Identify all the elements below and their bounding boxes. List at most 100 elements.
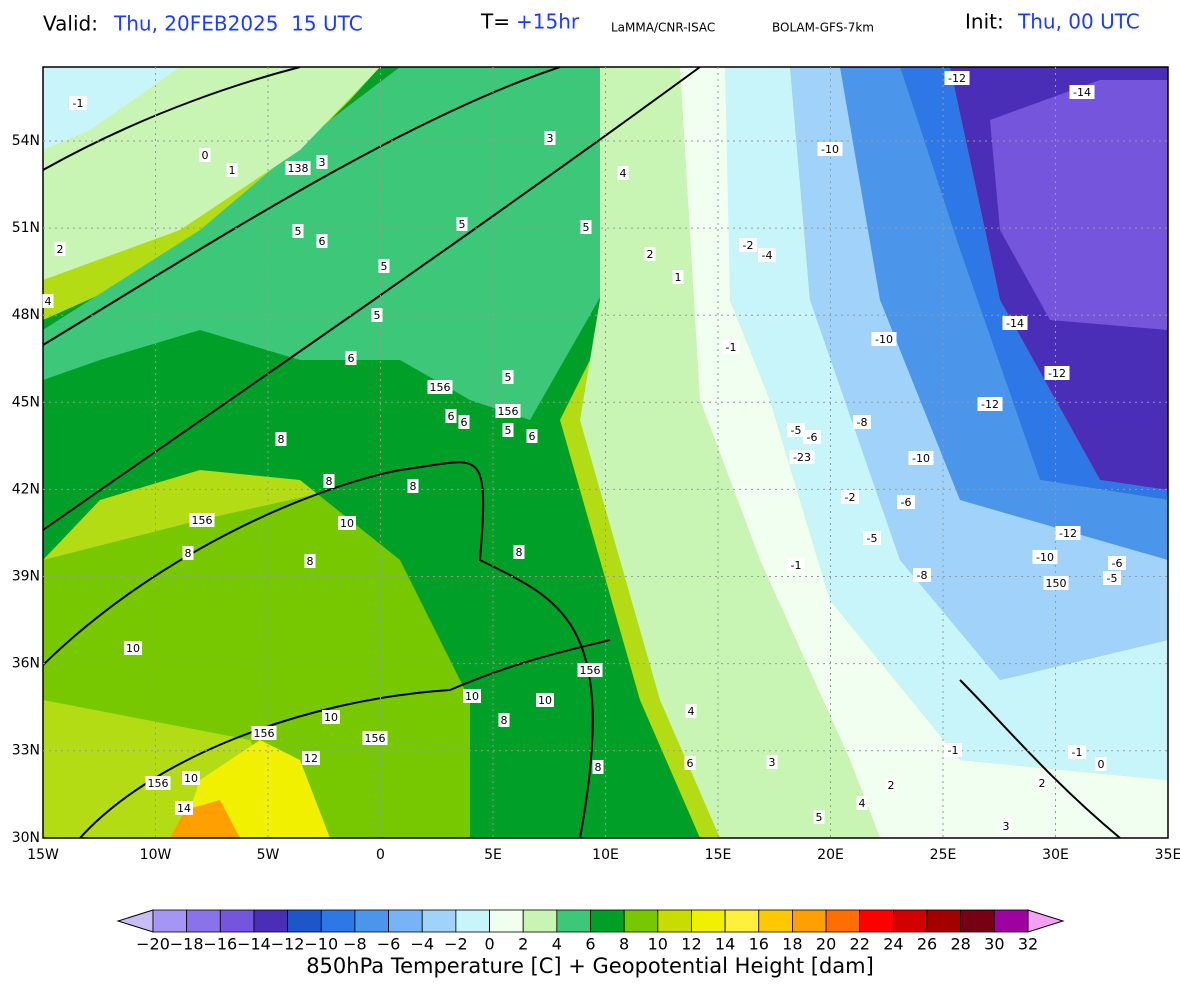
contour-label: 10	[465, 690, 479, 703]
lon-tick-label: 30E	[1042, 847, 1069, 863]
contour-label-box	[1000, 819, 1012, 833]
lat-tick-label: 42N	[12, 481, 40, 497]
colorbar-label: −4	[410, 935, 434, 954]
contour-label-box	[362, 731, 388, 745]
contour-label: 8	[516, 546, 523, 559]
lon-tick-label: 5E	[484, 847, 502, 863]
colorbar-swatch	[993, 909, 1029, 933]
colorbar-label: 4	[552, 935, 562, 954]
contour-label: 3	[1003, 820, 1010, 833]
contour-label-box	[285, 161, 311, 175]
contour-label-box	[495, 404, 521, 418]
contour-label: 156	[192, 514, 213, 527]
contour-label-box	[863, 531, 881, 545]
contour-label: 6	[319, 235, 326, 248]
contour-label-box	[378, 259, 390, 273]
colorbar-swatch	[455, 909, 490, 933]
contour-label: 14	[177, 802, 191, 815]
contour-label-box	[1002, 316, 1028, 330]
contour-label-box	[885, 778, 897, 792]
contour-label-box	[42, 294, 54, 308]
contour-label: -8	[857, 416, 868, 429]
colorbar-swatch	[657, 909, 692, 933]
contour-label: 8	[410, 480, 417, 493]
colorbar-label: 26	[917, 935, 937, 954]
contour-label: -12	[981, 398, 999, 411]
colorbar-swatch	[792, 909, 827, 933]
init-value: Thu, 00 UTC	[1017, 10, 1140, 34]
contour-label: -1	[948, 744, 959, 757]
contour-label: 5	[381, 260, 388, 273]
lat-tick-label: 45N	[12, 394, 40, 410]
t-label: T=	[480, 10, 510, 34]
contour-label: 1	[675, 271, 682, 284]
contour-label: 138	[288, 162, 309, 175]
contour-label: 10	[324, 711, 338, 724]
colorbar-swatch	[859, 909, 894, 933]
t-value: +15hr	[516, 10, 580, 34]
contour-label-box	[316, 234, 328, 248]
contour-label-box	[407, 479, 419, 493]
lat-tick-label: 36N	[12, 656, 40, 672]
contour-label: 12	[304, 752, 318, 765]
colorbar-label: 18	[782, 935, 802, 954]
colorbar-label: 28	[951, 935, 971, 954]
contour-label: -12	[1059, 527, 1077, 540]
colorbar-swatch	[522, 909, 558, 933]
colorbar-label: 12	[681, 935, 701, 954]
contour-label: 156	[580, 664, 601, 677]
contour-label: 5	[459, 218, 466, 231]
colorbar-label: −10	[304, 935, 338, 954]
colorbar-over	[1027, 909, 1065, 933]
colorbar-swatch	[489, 909, 524, 933]
contour-label-box	[789, 450, 815, 464]
colorbar-label: 14	[715, 935, 735, 954]
valid-label: Valid:	[43, 12, 98, 36]
contour-label-box	[856, 796, 868, 810]
colorbar-swatch	[623, 909, 659, 933]
model: BOLAM-GFS-7km	[772, 21, 874, 35]
contour-label-box	[189, 513, 215, 527]
contour-label: 5	[505, 371, 512, 384]
contour-label: 4	[688, 705, 695, 718]
contour-label: -4	[762, 249, 773, 262]
colorbar-label: 16	[749, 935, 769, 954]
contour-label-box	[871, 332, 897, 346]
contour-label-box	[577, 663, 603, 677]
contour-label-box	[513, 545, 525, 559]
colorbar-label: −6	[377, 935, 401, 954]
contour-label: -10	[875, 333, 893, 346]
contour-label: 2	[57, 243, 64, 256]
contour-label-box	[944, 71, 970, 85]
contour-label-box	[427, 380, 453, 394]
contour-label: 3	[319, 156, 326, 169]
colorbar-swatch	[219, 909, 255, 933]
contour-label-box	[498, 713, 510, 727]
contour-label-box	[199, 148, 211, 162]
contour-label-box	[371, 308, 383, 322]
contour-label-box	[617, 166, 629, 180]
contour-label: 6	[529, 430, 536, 443]
contour-label: 5	[816, 811, 823, 824]
colorbar-swatch	[287, 909, 322, 933]
contour-label: -14	[1006, 317, 1024, 330]
contour-label: -23	[793, 451, 811, 464]
contour-label-box	[722, 340, 740, 354]
contour-label: -5	[791, 424, 802, 437]
contour-label-box	[69, 96, 87, 110]
colorbar-label: 32	[1018, 935, 1038, 954]
contour-label: 10	[126, 642, 140, 655]
contour-label-box	[944, 743, 962, 757]
contour-label: -6	[1112, 557, 1123, 570]
contour-label-box	[853, 415, 871, 429]
contour-label: 156	[365, 732, 386, 745]
colorbar-label: 0	[484, 935, 494, 954]
contour-label: -10	[1036, 551, 1054, 564]
colorbar-label: −20	[136, 935, 170, 954]
map-field	[43, 67, 1168, 838]
contour-label: 0	[202, 149, 209, 162]
colorbar-swatch	[152, 909, 188, 933]
colorbar-label: 24	[883, 935, 903, 954]
contour-label: -12	[948, 72, 966, 85]
